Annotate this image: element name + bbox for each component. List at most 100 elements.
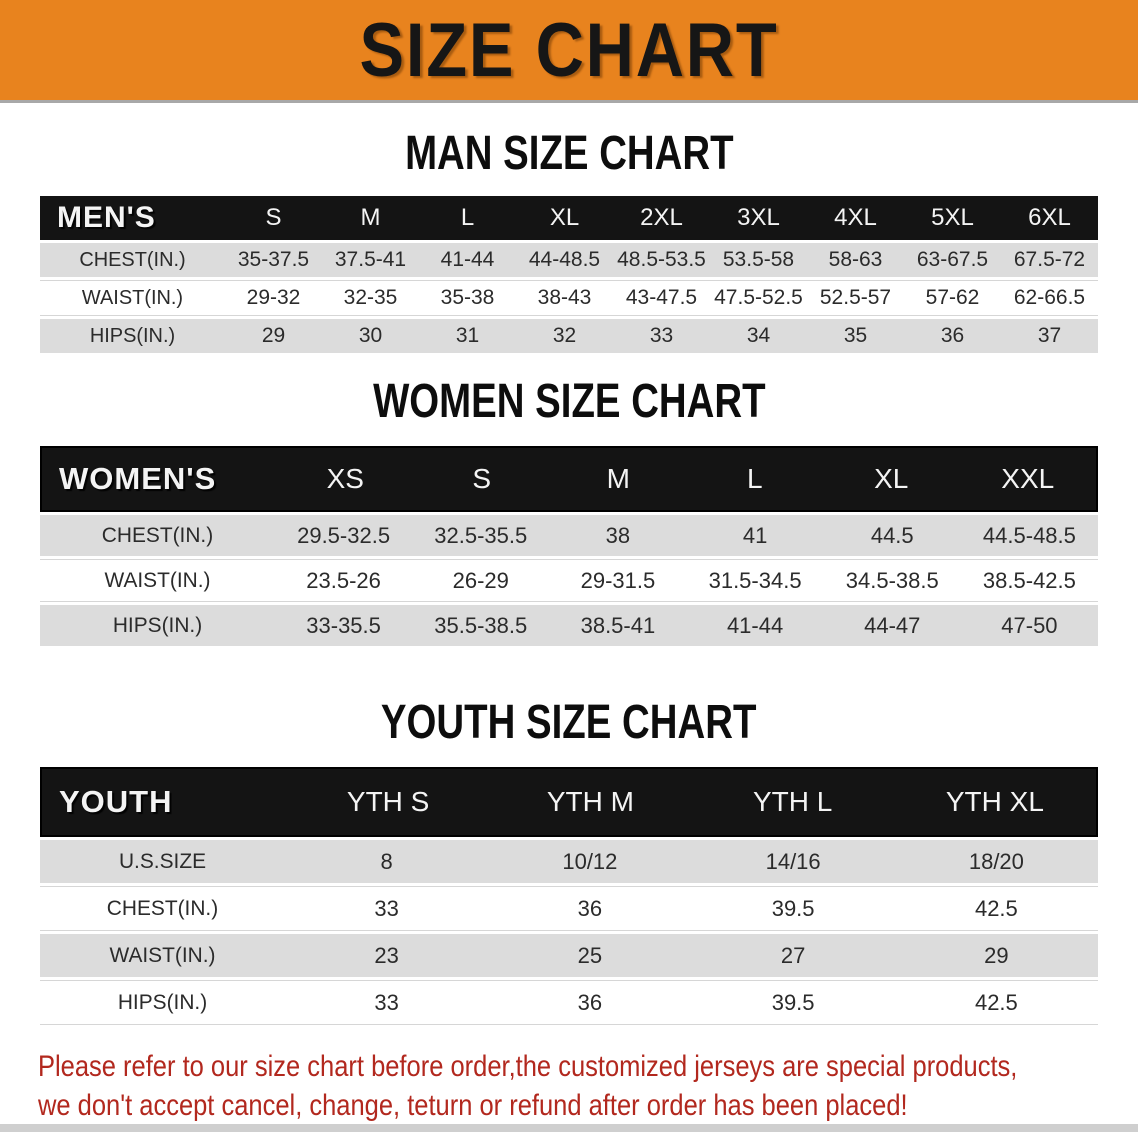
size-value-cell: 23 xyxy=(374,942,399,968)
women-title-wrap: WOMEN SIZE CHART xyxy=(0,375,1138,428)
size-value-cell: 25 xyxy=(577,942,603,968)
size-value-cell: 57-62 xyxy=(925,286,980,309)
column-header: 4XL xyxy=(834,204,877,231)
bottom-strip xyxy=(0,1124,1138,1132)
size-value-cell: 14/16 xyxy=(765,848,821,874)
women-size-section: WOMEN SIZE CHART WOMEN'S XS S M L XL XXL… xyxy=(0,375,1138,646)
size-value-cell: 31 xyxy=(455,324,480,347)
size-value-cell: 29 xyxy=(984,942,1009,968)
row-label: WAIST(IN.) xyxy=(81,286,184,309)
column-header: 6XL xyxy=(1028,204,1071,231)
size-value-cell: 29-32 xyxy=(246,286,301,309)
size-value-cell: 41-44 xyxy=(726,612,784,638)
size-value-cell: 29 xyxy=(261,324,286,347)
table-header-row: WOMEN'S XS S M L XL XXL xyxy=(40,446,1098,512)
size-value-cell: 37.5-41 xyxy=(334,248,407,271)
size-value-cell: 33 xyxy=(374,895,399,921)
column-header: 3XL xyxy=(737,204,780,231)
youth-title-wrap: YOUTH SIZE CHART xyxy=(0,696,1138,749)
size-value-cell: 32-35 xyxy=(343,286,398,309)
size-value-cell: 35-37.5 xyxy=(237,248,310,271)
size-value-cell: 32 xyxy=(552,324,577,347)
size-value-cell: 31.5-34.5 xyxy=(708,567,802,593)
row-label: HIPS(IN.) xyxy=(112,613,203,637)
table-corner-label: YOUTH xyxy=(59,784,173,819)
size-value-cell: 10/12 xyxy=(562,848,618,874)
size-chart-banner: SIZE CHART xyxy=(0,0,1138,103)
disclaimer-line2: we don't accept cancel, change, teturn o… xyxy=(38,1089,908,1122)
size-value-cell: 47-50 xyxy=(1001,612,1058,638)
column-header: M xyxy=(606,463,630,494)
column-header: 5XL xyxy=(931,204,974,231)
size-value-cell: 38-43 xyxy=(537,286,592,309)
youth-section-title: YOUTH SIZE CHART xyxy=(381,696,757,749)
table-row: WAIST(IN.) 23.5-26 26-29 29-31.5 31.5-34… xyxy=(40,559,1098,602)
size-value-cell: 42.5 xyxy=(974,989,1018,1015)
size-value-cell: 38.5-41 xyxy=(580,612,656,638)
table-row: U.S.SIZE 8 10/12 14/16 18/20 xyxy=(40,840,1098,883)
size-value-cell: 39.5 xyxy=(771,989,815,1015)
size-value-cell: 30 xyxy=(358,324,383,347)
women-section-title: WOMEN SIZE CHART xyxy=(372,375,766,428)
table-corner-label: MEN'S xyxy=(57,201,156,234)
table-header-row: YOUTH YTH S YTH M YTH L YTH XL xyxy=(40,767,1098,837)
table-corner-label: WOMEN'S xyxy=(59,461,217,496)
size-value-cell: 33 xyxy=(374,989,399,1015)
size-value-cell: 39.5 xyxy=(771,895,815,921)
size-value-cell: 27 xyxy=(780,942,806,968)
size-value-cell: 29-31.5 xyxy=(580,567,656,593)
column-header: L xyxy=(746,463,763,494)
column-header: YTH XL xyxy=(945,786,1044,817)
youth-size-table: YOUTH YTH S YTH M YTH L YTH XL U.S.SIZE … xyxy=(40,767,1098,1025)
column-header: XL xyxy=(549,204,580,231)
size-value-cell: 37 xyxy=(1037,324,1062,347)
column-header: XL xyxy=(874,463,909,494)
size-value-cell: 44.5-48.5 xyxy=(982,522,1076,548)
youth-size-section: YOUTH SIZE CHART YOUTH YTH S YTH M YTH L… xyxy=(0,696,1138,1025)
row-label: CHEST(IN.) xyxy=(79,248,186,271)
column-header: YTH S xyxy=(346,786,430,817)
table-row: HIPS(IN.) 29 30 31 32 33 34 35 36 37 xyxy=(40,319,1098,353)
row-label: HIPS(IN.) xyxy=(89,324,176,347)
table-row: WAIST(IN.) 29-32 32-35 35-38 38-43 43-47… xyxy=(40,280,1098,316)
column-header: S xyxy=(265,204,282,231)
size-value-cell: 36 xyxy=(577,895,603,921)
column-header: 2XL xyxy=(640,204,683,231)
size-chart-title: SIZE CHART xyxy=(359,7,779,93)
size-value-cell: 8 xyxy=(380,848,393,874)
size-value-cell: 32.5-35.5 xyxy=(434,522,528,548)
size-value-cell: 53.5-58 xyxy=(722,248,795,271)
men-size-section: MAN SIZE CHART MEN'S S M L XL 2XL 3XL 4X… xyxy=(0,127,1138,353)
size-value-cell: 38.5-42.5 xyxy=(982,567,1076,593)
size-value-cell: 52.5-57 xyxy=(819,286,892,309)
column-header: S xyxy=(472,463,492,494)
size-value-cell: 44-48.5 xyxy=(528,248,601,271)
disclaimer-line1: Please refer to our size chart before or… xyxy=(38,1050,1018,1083)
size-value-cell: 67.5-72 xyxy=(1013,248,1086,271)
size-value-cell: 41 xyxy=(742,522,768,548)
column-header: M xyxy=(360,204,381,231)
table-row: CHEST(IN.) 29.5-32.5 32.5-35.5 38 41 44.… xyxy=(40,515,1098,556)
row-label: WAIST(IN.) xyxy=(104,568,211,592)
size-value-cell: 44.5 xyxy=(870,522,914,548)
size-value-cell: 23.5-26 xyxy=(306,567,381,593)
size-value-cell: 41-44 xyxy=(440,248,495,271)
size-value-cell: 33 xyxy=(649,324,674,347)
size-value-cell: 36 xyxy=(577,989,603,1015)
size-value-cell: 35-38 xyxy=(440,286,495,309)
column-header: YTH L xyxy=(752,786,833,817)
row-label: CHEST(IN.) xyxy=(101,523,214,547)
table-row: HIPS(IN.) 33 36 39.5 42.5 xyxy=(40,980,1098,1025)
size-value-cell: 43-47.5 xyxy=(625,286,698,309)
column-header: XS xyxy=(326,463,364,494)
size-value-cell: 29.5-32.5 xyxy=(297,522,391,548)
row-label: HIPS(IN.) xyxy=(117,990,208,1014)
men-size-table: MEN'S S M L XL 2XL 3XL 4XL 5XL 6XL CHEST… xyxy=(40,196,1098,353)
size-value-cell: 48.5-53.5 xyxy=(617,248,706,271)
row-label: U.S.SIZE xyxy=(118,849,207,873)
row-label: WAIST(IN.) xyxy=(109,943,216,967)
men-title-wrap: MAN SIZE CHART xyxy=(0,127,1138,180)
size-value-cell: 63-67.5 xyxy=(916,248,989,271)
size-value-cell: 36 xyxy=(940,324,965,347)
